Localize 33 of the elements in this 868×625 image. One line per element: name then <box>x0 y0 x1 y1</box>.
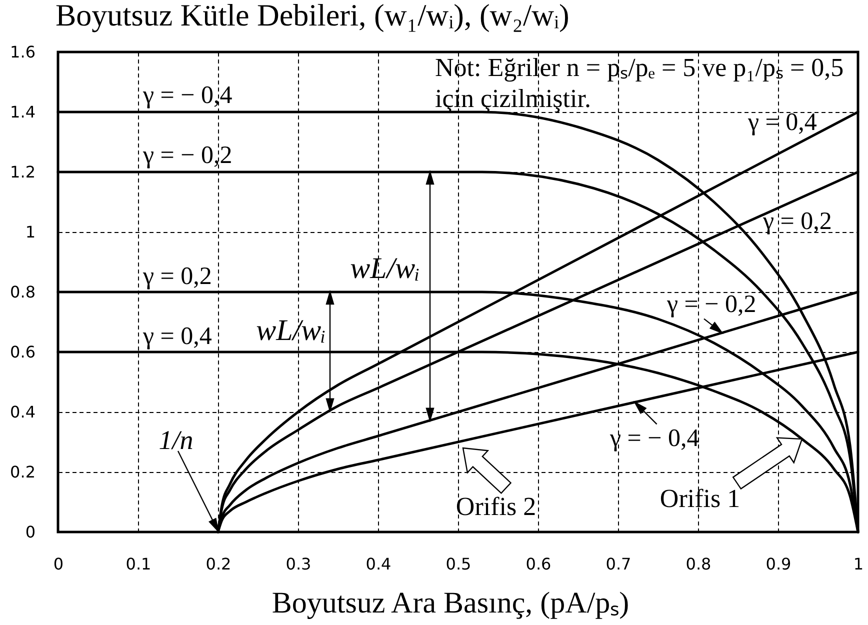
y-tick-label: 1.2 <box>10 162 36 182</box>
series-label: γ = − 0,2 <box>143 142 232 169</box>
series-label: γ = − 0,4 <box>143 82 232 109</box>
x-tick-label: 0.3 <box>286 554 312 574</box>
x-tick-label: 0.9 <box>766 554 792 574</box>
x-tick-label: 0.1 <box>126 554 152 574</box>
y-tick-label: 0.6 <box>10 342 36 362</box>
y-axis-title: Boyutsuz Kütle Debileri, (w₁/wᵢ), (w₂/wᵢ) <box>56 0 570 32</box>
x-tick-label: 0.5 <box>446 554 472 574</box>
series-label: γ = − 0,2 <box>667 291 756 318</box>
x-axis-title: Boyutsuz Ara Basınç, (pA/pₛ) <box>272 586 630 620</box>
x-tick-label: 0 <box>53 554 64 574</box>
annotation: Orifis 2 <box>456 492 536 521</box>
y-tick-label: 1 <box>25 222 36 242</box>
x-tick-label: 1 <box>853 554 864 574</box>
y-tick-label: 1.6 <box>10 42 36 62</box>
x-tick-label: 0.4 <box>366 554 392 574</box>
y-tick-label: 0.4 <box>10 402 36 422</box>
x-tick-label: 0.6 <box>526 554 552 574</box>
y-tick-label: 0.2 <box>10 462 36 482</box>
y-tick-label: 0.8 <box>10 282 36 302</box>
annotation: Orifis 1 <box>660 484 740 513</box>
annotation: wL/wᵢ <box>256 314 326 347</box>
y-tick-label: 0 <box>25 522 36 542</box>
series-label: γ = 0,4 <box>143 323 212 350</box>
y-tick-label: 1.4 <box>10 102 36 122</box>
annotation: 1/n <box>158 425 194 455</box>
series-label: γ = 0,2 <box>763 208 832 235</box>
annotation: wL/wᵢ <box>350 252 420 285</box>
x-tick-label: 0.2 <box>206 554 232 574</box>
series-label: γ = 0,2 <box>143 263 212 290</box>
x-tick-label: 0.7 <box>606 554 632 574</box>
x-tick-label: 0.8 <box>686 554 712 574</box>
